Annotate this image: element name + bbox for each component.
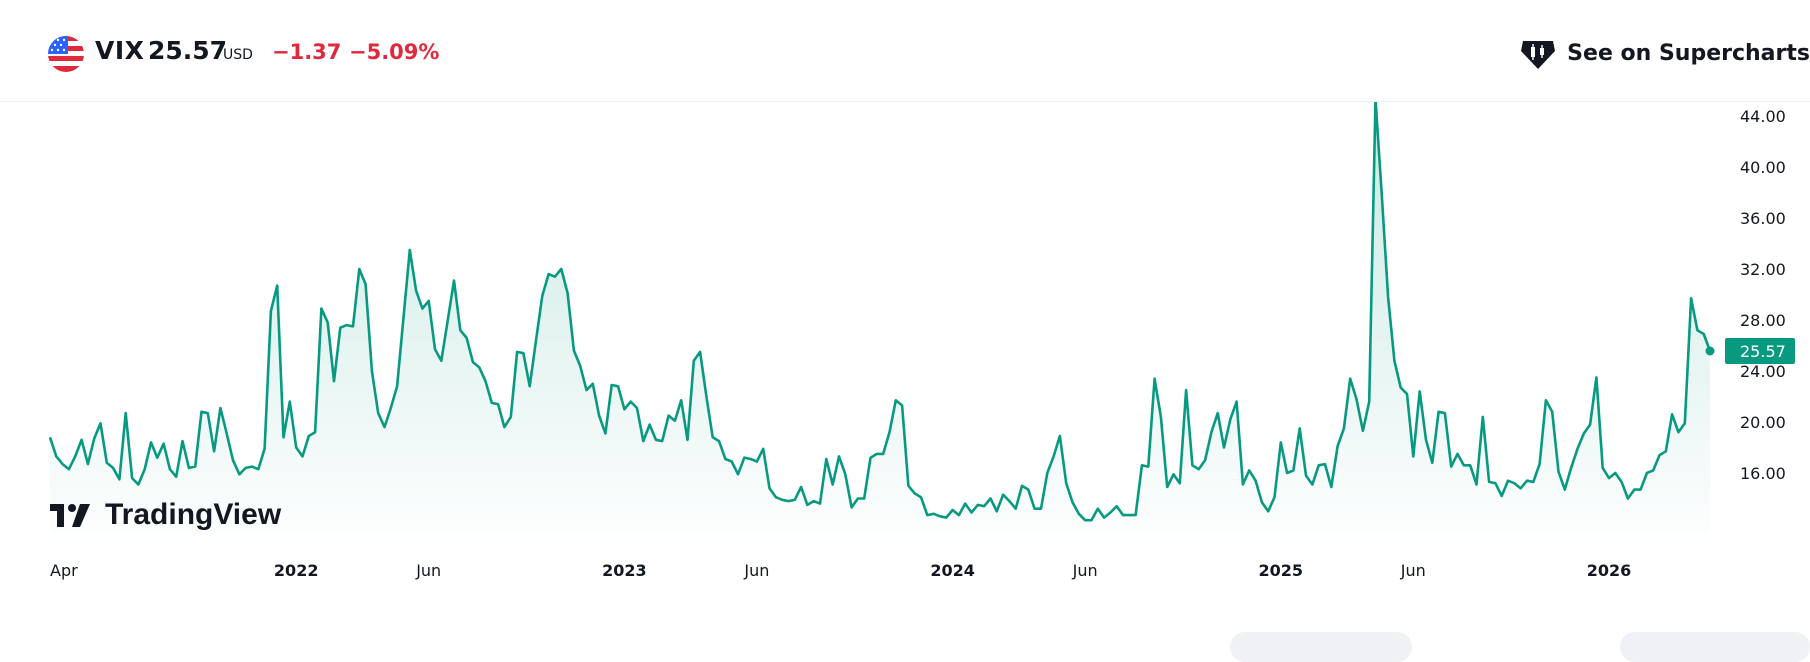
y-tick-label: 16.00 bbox=[1740, 464, 1786, 483]
price-change-percent: −5.09% bbox=[349, 40, 440, 64]
y-tick-label: 36.00 bbox=[1740, 209, 1786, 228]
last-price: 25.57 bbox=[148, 36, 228, 65]
x-tick-label: Jun bbox=[743, 561, 769, 580]
price-currency: USD bbox=[223, 47, 253, 63]
tradingview-watermark: TradingView bbox=[50, 498, 282, 531]
watermark-text: TradingView bbox=[105, 498, 282, 531]
last-value-label: 25.57 bbox=[1740, 342, 1786, 361]
x-tick-label: Jun bbox=[1400, 561, 1426, 580]
y-tick-label: 32.00 bbox=[1740, 260, 1786, 279]
x-tick-label: 2024 bbox=[930, 561, 975, 580]
options-button[interactable] bbox=[1620, 632, 1810, 662]
price-change: −1.37 bbox=[272, 40, 342, 64]
x-tick-label: Jun bbox=[1072, 561, 1098, 580]
us-flag-icon bbox=[48, 36, 84, 72]
symbol-name: VIX bbox=[95, 36, 145, 65]
quote-header: VIX 25.57 USD −1.37 −5.09% See on Superc… bbox=[0, 0, 1810, 102]
series-line bbox=[48, 102, 1712, 522]
x-tick-label: 2026 bbox=[1587, 561, 1632, 580]
tradingview-logo-icon bbox=[50, 504, 90, 527]
range-button[interactable] bbox=[1230, 632, 1412, 662]
y-tick-label: 24.00 bbox=[1740, 362, 1786, 381]
last-value-badge bbox=[1725, 338, 1795, 364]
vix-price-chart[interactable]: 44.00 40.00 36.00 32.00 28.00 24.00 20.00 16.00… bbox=[0, 102, 1810, 592]
x-tick-label: 2022 bbox=[274, 561, 319, 580]
last-value-dot bbox=[1705, 346, 1715, 356]
x-tick-label: Jun bbox=[415, 561, 441, 580]
x-tick-label: 2025 bbox=[1259, 561, 1304, 580]
y-tick-label: 20.00 bbox=[1740, 413, 1786, 432]
x-tick-label: 2023 bbox=[602, 561, 647, 580]
series-area-fill bbox=[50, 102, 1710, 534]
y-tick-label: 40.00 bbox=[1740, 158, 1786, 177]
x-tick-label: Apr bbox=[50, 561, 78, 580]
supercharts-label: See on Supercharts bbox=[1567, 40, 1810, 66]
see-on-supercharts-button[interactable]: See on Supercharts bbox=[1519, 35, 1810, 71]
supercharts-icon bbox=[1519, 35, 1557, 71]
y-tick-label: 44.00 bbox=[1740, 107, 1786, 126]
y-tick-label: 28.00 bbox=[1740, 311, 1786, 330]
